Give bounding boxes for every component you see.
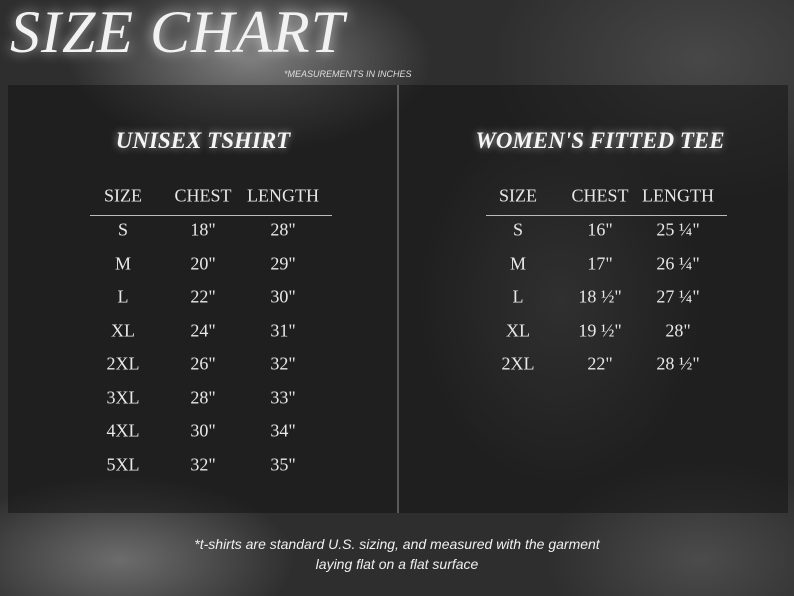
size-table-panel bbox=[8, 85, 788, 513]
womens-header-size: SIZE bbox=[499, 185, 537, 206]
womens-row-0-chest: 16" bbox=[587, 219, 613, 240]
womens-row-2-chest: 18 ½" bbox=[578, 286, 622, 307]
unisex-header-length: LENGTH bbox=[247, 185, 319, 206]
unisex-header-chest: CHEST bbox=[174, 185, 232, 206]
unisex-row-4-size: 2XL bbox=[106, 353, 140, 374]
womens-row-1-chest: 17" bbox=[587, 253, 613, 273]
unisex-row-6-chest: 30" bbox=[190, 420, 216, 441]
panel-divider bbox=[397, 85, 399, 513]
unisex-row-2-size: L bbox=[117, 286, 129, 307]
womens-header-divider bbox=[486, 215, 727, 216]
womens-row-1-length: 26 ¼" bbox=[656, 253, 700, 273]
womens-table-title: WOMEN'S FITTED TEE bbox=[475, 128, 725, 153]
unisex-row-1-length: 29" bbox=[270, 253, 296, 273]
womens-row-4-length: 28 ½" bbox=[656, 353, 700, 374]
unisex-row-4-length: 32" bbox=[270, 353, 296, 374]
womens-row-3-length: 28" bbox=[665, 320, 691, 340]
unisex-row-3-chest: 24" bbox=[190, 320, 216, 340]
womens-header-length: LENGTH bbox=[642, 185, 714, 206]
womens-row-4-size: 2XL bbox=[501, 353, 535, 374]
unisex-row-6-length: 34" bbox=[270, 420, 296, 441]
unisex-header-size: SIZE bbox=[104, 185, 142, 206]
unisex-row-6-size: 4XL bbox=[106, 420, 140, 441]
womens-row-3-chest: 19 ½" bbox=[578, 320, 622, 340]
units-note: *MEASUREMENTS IN INCHES bbox=[284, 69, 412, 79]
unisex-table-title: UNISEX TSHIRT bbox=[115, 128, 291, 153]
womens-header-chest: CHEST bbox=[571, 185, 629, 206]
unisex-row-3-size: XL bbox=[111, 320, 135, 340]
womens-row-0-length: 25 ¼" bbox=[656, 219, 700, 240]
unisex-row-0-length: 28" bbox=[270, 219, 296, 240]
unisex-row-4-chest: 26" bbox=[190, 353, 216, 374]
womens-row-0-size: S bbox=[512, 219, 524, 240]
unisex-row-2-length: 30" bbox=[270, 286, 296, 307]
womens-row-2-size: L bbox=[512, 286, 524, 307]
unisex-row-7-length: 35" bbox=[270, 454, 296, 474]
footnote-line-2: laying flat on a flat surface bbox=[315, 556, 479, 572]
unisex-row-3-length: 31" bbox=[270, 320, 296, 340]
womens-row-4-chest: 22" bbox=[587, 353, 613, 374]
unisex-row-1-chest: 20" bbox=[190, 253, 216, 273]
unisex-row-5-size: 3XL bbox=[106, 387, 140, 407]
unisex-row-5-chest: 28" bbox=[190, 387, 216, 407]
unisex-row-2-chest: 22" bbox=[190, 286, 216, 307]
womens-row-1-size: M bbox=[509, 253, 527, 273]
unisex-header-divider bbox=[90, 215, 332, 216]
unisex-row-1-size: M bbox=[114, 253, 132, 273]
womens-row-3-size: XL bbox=[506, 320, 530, 340]
unisex-row-7-size: 5XL bbox=[106, 454, 140, 474]
womens-row-2-length: 27 ¼" bbox=[656, 286, 700, 307]
unisex-row-0-chest: 18" bbox=[190, 219, 216, 240]
page-title: SIZE CHART bbox=[10, 0, 346, 65]
unisex-row-5-length: 33" bbox=[270, 387, 296, 407]
footnote-line-1: *t-shirts are standard U.S. sizing, and … bbox=[194, 536, 600, 552]
unisex-row-0-size: S bbox=[117, 219, 129, 240]
unisex-row-7-chest: 32" bbox=[190, 454, 216, 474]
